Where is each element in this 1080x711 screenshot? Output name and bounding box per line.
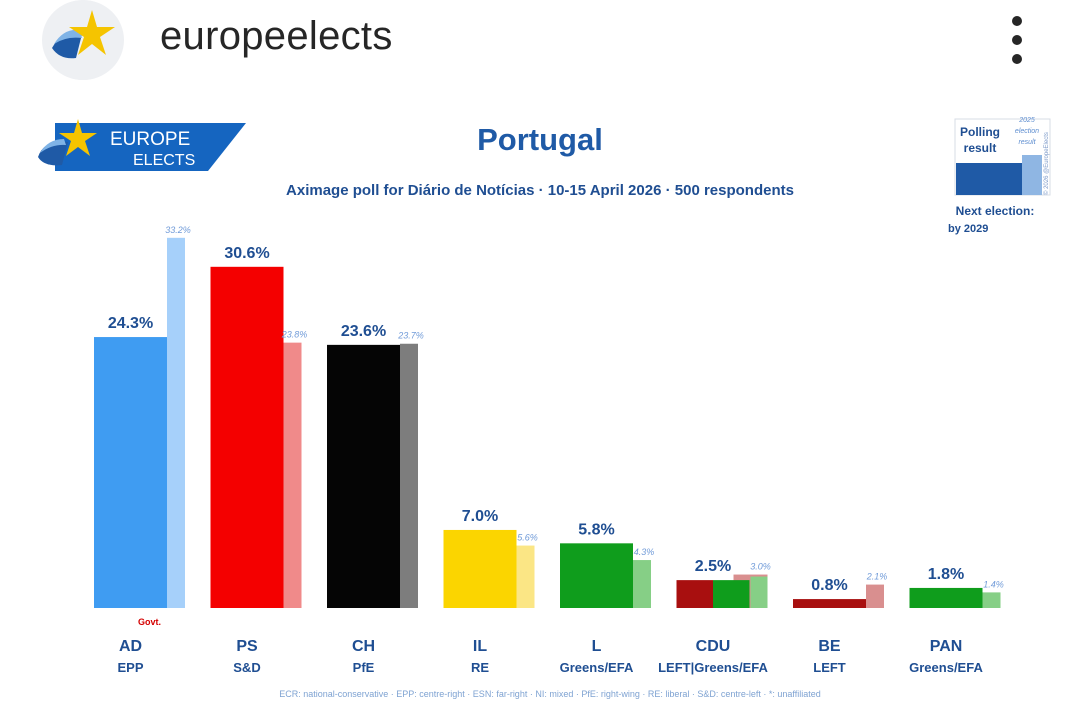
legend-election-label-1: 2025: [1018, 117, 1035, 124]
party-label-cdu: CDU: [696, 638, 731, 655]
election-label-il: 5.6%: [517, 533, 538, 543]
poll-label-ad: 24.3%: [108, 315, 153, 332]
poll-label-il: 7.0%: [462, 508, 498, 525]
poll-bar-cdu: [676, 580, 713, 608]
legend-polling-label-1: Polling: [960, 125, 1000, 139]
election-bar-secondary-cdu: [750, 576, 768, 608]
group-label-ad: EPP: [117, 660, 143, 675]
election-bar-l: [633, 560, 651, 608]
party-label-be: BE: [818, 638, 841, 655]
election-bar-ch: [400, 343, 418, 608]
election-label-ch: 23.7%: [397, 331, 424, 341]
footer-note: ECR: national-conservative · EPP: centre…: [279, 689, 821, 699]
poll-label-ch: 23.6%: [341, 323, 386, 340]
group-label-l: Greens/EFA: [560, 660, 634, 675]
europe-elects-logo-icon: [43, 0, 123, 80]
logo-line1: EUROPE: [110, 129, 190, 150]
election-bar-il: [516, 545, 535, 608]
poll-graphic: EUROPE ELECTS Portugal Aximage poll for …: [0, 95, 1080, 707]
legend-polling-label-2: result: [964, 141, 997, 155]
poll-bar-ch: [327, 344, 400, 608]
election-bar-pan: [982, 592, 1001, 608]
poll-bar-il: [443, 529, 517, 608]
poll-bar-ps: [210, 266, 284, 608]
party-label-ad: AD: [119, 638, 142, 655]
election-label-pan: 1.4%: [983, 579, 1004, 589]
poll-bar-ad: [94, 337, 167, 608]
party-label-ps: PS: [236, 638, 258, 655]
poll-bar-pan: [909, 587, 983, 608]
avatar[interactable]: [42, 0, 124, 80]
group-label-cdu: LEFT|Greens/EFA: [658, 660, 768, 675]
star-icon: [59, 119, 97, 156]
govt-note: Govt.: [138, 617, 161, 627]
poll-bar-l: [560, 543, 633, 608]
more-vertical-icon[interactable]: [996, 10, 1040, 70]
poll-label-l: 5.8%: [578, 521, 614, 538]
election-label-l: 4.3%: [634, 547, 655, 557]
poll-bar-be: [793, 599, 866, 608]
poll-label-pan: 1.8%: [928, 566, 964, 583]
election-label-ps: 23.8%: [281, 330, 308, 340]
election-bar-be: [866, 584, 884, 608]
next-election-date: by 2029: [948, 223, 988, 235]
party-label-l: L: [592, 638, 602, 655]
europe-elects-logo: EUROPE ELECTS: [38, 119, 246, 171]
post-header: europeelects: [0, 0, 1080, 82]
logo-banner: [55, 123, 246, 171]
group-label-ps: S&D: [233, 660, 260, 675]
legend-election-label-2: election: [1015, 128, 1039, 135]
logo-swoosh-light-icon: [40, 139, 66, 153]
election-label-cdu: 3.0%: [750, 562, 771, 572]
legend-election-label-3: result: [1018, 139, 1036, 146]
username[interactable]: europeelects: [160, 14, 393, 58]
group-label-be: LEFT: [813, 660, 846, 675]
legend-election-swatch: [1022, 155, 1042, 195]
legend-credit: © 2026 @EuropeElects: [1043, 132, 1050, 195]
poll-label-cdu: 2.5%: [695, 558, 731, 575]
group-label-pan: Greens/EFA: [909, 660, 983, 675]
party-label-ch: CH: [352, 638, 375, 655]
party-label-il: IL: [473, 638, 487, 655]
poll-label-be: 0.8%: [811, 577, 847, 594]
group-label-ch: PfE: [353, 660, 375, 675]
poll-bar-secondary-cdu: [713, 580, 750, 608]
group-label-il: RE: [471, 660, 489, 675]
legend-box: Polling result 2025 election result © 20…: [948, 117, 1051, 235]
legend-poll-swatch: [956, 163, 1026, 195]
election-bar-ps: [283, 342, 302, 608]
election-bar-ad: [167, 237, 185, 608]
election-label-be: 2.1%: [866, 572, 888, 582]
bars-group: 24.3% 33.2% AD EPP Govt. 30.6% 23.8% PS S&D 23.6%…: [94, 225, 1004, 675]
chart-subtitle: Aximage poll for Diário de Notícias · 10…: [286, 182, 794, 199]
logo-line2: ELECTS: [133, 152, 195, 169]
chart-title: Portugal: [477, 122, 603, 157]
poll-chart: EUROPE ELECTS Portugal Aximage poll for …: [38, 117, 1051, 699]
poll-label-ps: 30.6%: [224, 245, 269, 262]
election-label-ad: 33.2%: [165, 225, 191, 235]
party-label-pan: PAN: [930, 638, 963, 655]
next-election-label: Next election:: [956, 204, 1035, 218]
